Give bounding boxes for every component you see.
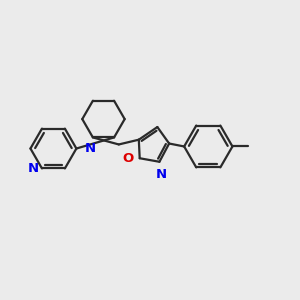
Text: O: O: [122, 152, 133, 165]
Text: N: N: [155, 168, 167, 181]
Text: N: N: [85, 142, 96, 155]
Text: N: N: [27, 162, 38, 175]
